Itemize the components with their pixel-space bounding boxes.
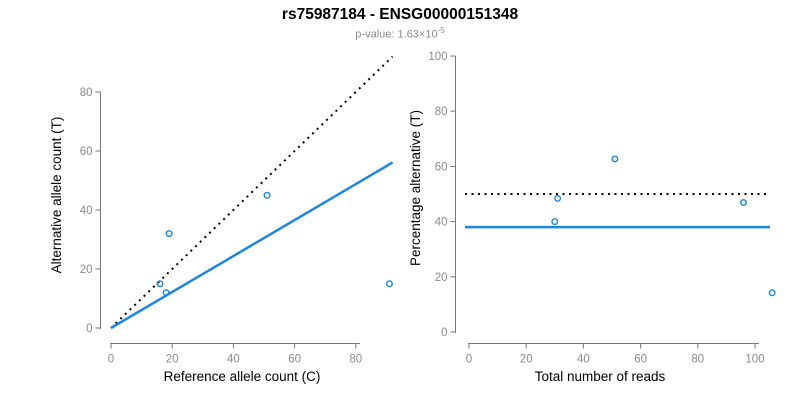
x-tick-label: 60 [288,354,301,366]
x-tick-label: 20 [520,354,533,366]
y-tick-label: 20 [80,264,93,276]
pvalue-exponent: -5 [437,26,445,35]
identity-line [110,55,394,329]
data-point [551,218,559,226]
y-tick-label: 40 [435,217,448,229]
x-tick-label: 40 [227,354,240,366]
data-point [165,230,173,238]
plot-title: rs75987184 - ENSG00000151348 [281,6,519,23]
y-tick-label: 60 [80,146,93,158]
x-tick-label: 80 [691,354,704,366]
data-point [611,155,619,163]
y-tick-label: 20 [435,272,448,284]
x-tick-label: 0 [466,354,472,366]
data-point [263,191,271,199]
plot-subtitle: p-value: 1.63×10-5 [0,26,800,41]
data-point [554,194,562,202]
data-point [740,199,748,207]
x-tick-label: 100 [745,354,764,366]
y-tick-label: 80 [80,87,93,99]
y-tick-label: 100 [428,51,447,63]
x-axis-title: Total number of reads [535,369,666,384]
y-axis-title: Percentage alternative (T) [408,110,423,266]
data-point [385,280,393,288]
data-point [162,289,170,297]
y-tick-label: 0 [86,323,92,335]
y-tick-label: 0 [441,327,447,339]
x-tick-label: 60 [634,354,647,366]
y-tick-label: 40 [80,205,93,217]
x-tick-label: 80 [349,354,362,366]
x-axis-title: Reference allele count (C) [164,369,321,384]
y-axis-title: Alternative allele count (T) [49,117,64,274]
pvalue-text: p-value: 1.63×10 [355,28,438,41]
x-tick-label: 20 [166,354,179,366]
data-point [768,289,776,297]
y-tick-label: 80 [435,106,448,118]
x-tick-label: 40 [577,354,590,366]
y-tick-label: 60 [435,161,448,173]
x-tick-label: 0 [108,354,114,366]
fit-line [110,161,394,330]
data-point [156,280,164,288]
